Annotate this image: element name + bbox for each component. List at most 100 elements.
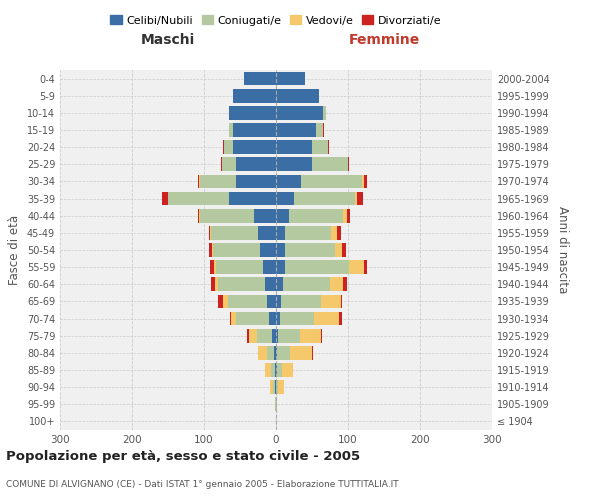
Bar bbox=[263, 260, 276, 274]
Bar bbox=[222, 158, 236, 171]
Bar bbox=[320, 294, 341, 308]
Bar bbox=[312, 140, 328, 154]
Legend: Celibi/Nubili, Coniugati/e, Vedovi/e, Divorziati/e: Celibi/Nubili, Coniugati/e, Vedovi/e, Di… bbox=[106, 11, 446, 30]
Bar bbox=[294, 192, 355, 205]
Bar bbox=[233, 123, 276, 137]
Bar bbox=[200, 209, 254, 222]
Bar bbox=[364, 260, 367, 274]
Bar bbox=[276, 329, 278, 342]
Bar bbox=[236, 174, 276, 188]
Bar bbox=[229, 123, 233, 137]
Bar bbox=[316, 123, 323, 137]
Bar bbox=[215, 278, 218, 291]
Bar bbox=[276, 278, 283, 291]
Bar bbox=[200, 174, 236, 188]
Bar bbox=[260, 243, 276, 257]
Bar bbox=[274, 346, 276, 360]
Bar bbox=[290, 346, 312, 360]
Bar bbox=[362, 174, 364, 188]
Bar bbox=[343, 278, 347, 291]
Bar bbox=[265, 363, 271, 377]
Bar bbox=[258, 226, 276, 239]
Bar bbox=[355, 192, 358, 205]
Bar bbox=[330, 278, 343, 291]
Bar bbox=[269, 380, 273, 394]
Bar bbox=[229, 192, 276, 205]
Bar bbox=[162, 192, 168, 205]
Bar bbox=[214, 260, 216, 274]
Bar bbox=[211, 278, 215, 291]
Bar bbox=[276, 123, 316, 137]
Bar bbox=[224, 140, 233, 154]
Bar bbox=[300, 329, 322, 342]
Bar bbox=[258, 346, 266, 360]
Bar bbox=[265, 278, 276, 291]
Bar bbox=[312, 346, 313, 360]
Bar bbox=[218, 294, 223, 308]
Bar bbox=[276, 89, 319, 102]
Bar bbox=[284, 243, 335, 257]
Bar bbox=[276, 174, 301, 188]
Bar bbox=[198, 209, 199, 222]
Bar bbox=[358, 192, 363, 205]
Y-axis label: Anni di nascita: Anni di nascita bbox=[556, 206, 569, 294]
Bar bbox=[276, 226, 284, 239]
Bar bbox=[276, 294, 281, 308]
Bar bbox=[349, 260, 364, 274]
Bar bbox=[335, 243, 342, 257]
Bar bbox=[283, 278, 330, 291]
Bar bbox=[266, 346, 274, 360]
Bar bbox=[209, 226, 211, 239]
Bar bbox=[223, 140, 224, 154]
Text: Maschi: Maschi bbox=[141, 34, 195, 48]
Bar bbox=[228, 294, 268, 308]
Bar bbox=[328, 140, 329, 154]
Bar bbox=[272, 329, 276, 342]
Bar bbox=[276, 140, 312, 154]
Bar bbox=[276, 380, 278, 394]
Bar bbox=[250, 329, 257, 342]
Bar bbox=[277, 346, 290, 360]
Bar bbox=[199, 174, 200, 188]
Bar bbox=[276, 243, 284, 257]
Bar bbox=[283, 363, 293, 377]
Bar bbox=[212, 243, 214, 257]
Bar bbox=[211, 226, 258, 239]
Bar bbox=[168, 192, 229, 205]
Bar bbox=[214, 243, 260, 257]
Bar bbox=[276, 312, 280, 326]
Bar bbox=[236, 158, 276, 171]
Bar bbox=[275, 380, 276, 394]
Bar bbox=[236, 312, 269, 326]
Bar bbox=[284, 226, 331, 239]
Bar bbox=[218, 278, 265, 291]
Text: COMUNE DI ALVIGNANO (CE) - Dati ISTAT 1° gennaio 2005 - Elaborazione TUTTITALIA.: COMUNE DI ALVIGNANO (CE) - Dati ISTAT 1°… bbox=[6, 480, 398, 489]
Bar bbox=[276, 209, 289, 222]
Bar bbox=[223, 294, 228, 308]
Bar bbox=[275, 363, 276, 377]
Bar bbox=[198, 174, 199, 188]
Bar bbox=[278, 329, 300, 342]
Bar bbox=[233, 89, 276, 102]
Bar bbox=[337, 226, 341, 239]
Bar bbox=[276, 106, 323, 120]
Bar bbox=[276, 192, 294, 205]
Bar bbox=[364, 174, 367, 188]
Bar bbox=[348, 158, 349, 171]
Bar bbox=[221, 158, 222, 171]
Text: Popolazione per età, sesso e stato civile - 2005: Popolazione per età, sesso e stato civil… bbox=[6, 450, 360, 463]
Y-axis label: Fasce di età: Fasce di età bbox=[8, 215, 21, 285]
Bar bbox=[276, 260, 284, 274]
Bar bbox=[199, 209, 200, 222]
Bar bbox=[280, 312, 314, 326]
Bar bbox=[342, 243, 346, 257]
Bar bbox=[312, 158, 348, 171]
Bar bbox=[323, 106, 326, 120]
Bar bbox=[271, 363, 275, 377]
Text: Femmine: Femmine bbox=[349, 34, 419, 48]
Bar bbox=[276, 398, 277, 411]
Bar bbox=[281, 294, 320, 308]
Bar bbox=[244, 72, 276, 86]
Bar bbox=[216, 260, 263, 274]
Bar bbox=[341, 294, 342, 308]
